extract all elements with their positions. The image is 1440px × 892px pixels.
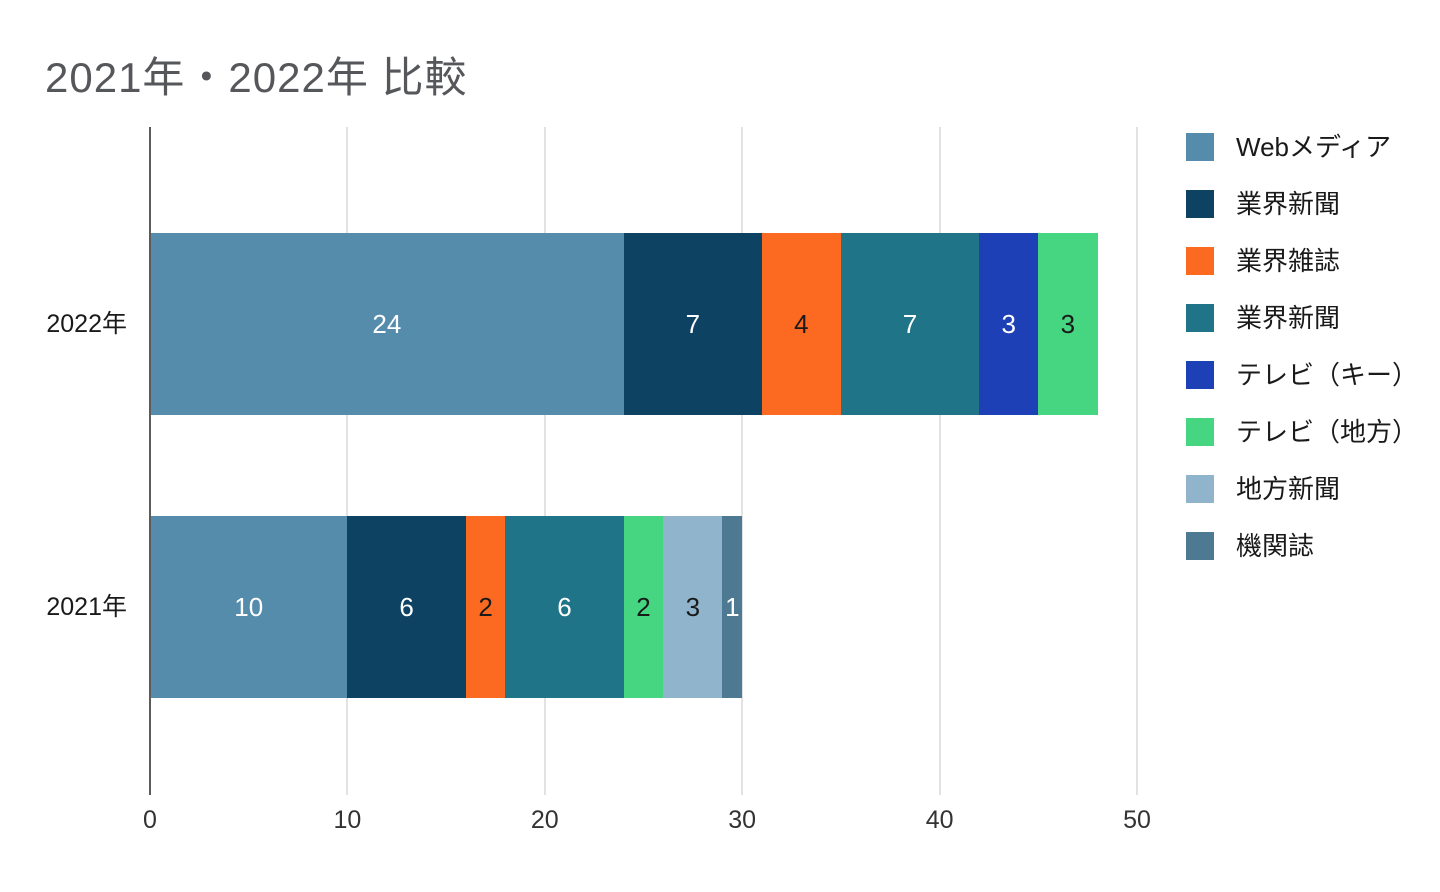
bar-segment-label: 2 — [478, 592, 493, 622]
bar-segment[interactable]: 7 — [623, 233, 762, 415]
bar-segment[interactable]: 3 — [663, 516, 723, 698]
bar-segment-label: 3 — [685, 592, 701, 622]
legend-item[interactable]: Webメディア — [1186, 133, 1418, 161]
y-axis-category-label: 2022年 — [46, 310, 127, 338]
bar-segment[interactable]: 2 — [623, 516, 664, 698]
legend-item[interactable]: テレビ（キー） — [1186, 361, 1418, 389]
gridline — [741, 127, 744, 795]
bar-segment[interactable]: 24 — [150, 233, 624, 415]
zero-axis-line — [149, 127, 151, 795]
legend-item[interactable]: テレビ（地方） — [1186, 418, 1418, 446]
bar-segment[interactable]: 10 — [150, 516, 348, 698]
legend-swatch — [1186, 190, 1214, 218]
bar-segment[interactable]: 3 — [1038, 233, 1098, 415]
legend-item[interactable]: 業界雑誌 — [1186, 247, 1418, 275]
legend-swatch — [1186, 418, 1214, 446]
bar-segment-label: 6 — [399, 592, 414, 622]
x-axis-tick-label: 50 — [1123, 806, 1151, 834]
gridline — [938, 127, 941, 795]
x-axis-tick-label: 40 — [925, 806, 954, 834]
gridline — [346, 127, 349, 795]
legend-label: テレビ（地方） — [1236, 417, 1419, 447]
bar-segment[interactable]: 3 — [979, 233, 1039, 415]
bar-row-2022年: 24 7 4 7 3 3 — [150, 233, 1137, 415]
legend-label: テレビ（キー） — [1236, 360, 1419, 390]
bar-segment[interactable]: 1 — [722, 516, 743, 698]
legend-item[interactable]: 地方新聞 — [1186, 475, 1418, 503]
legend-swatch — [1186, 532, 1214, 560]
legend-swatch — [1186, 133, 1214, 161]
legend-label: 業界雑誌 — [1236, 246, 1341, 276]
legend-item[interactable]: 業界新聞 — [1186, 190, 1418, 218]
bar-segment[interactable]: 6 — [347, 516, 466, 698]
y-axis-category-label: 2021年 — [46, 593, 127, 621]
bar-segment[interactable]: 7 — [840, 233, 980, 415]
x-axis-tick-label: 10 — [333, 806, 362, 834]
bar-segment-label: 3 — [1060, 309, 1076, 339]
y-axis: 2022年 2021年 — [0, 127, 130, 795]
gridline — [1136, 127, 1138, 795]
legend-item[interactable]: 機関誌 — [1186, 532, 1418, 560]
bar-segment[interactable]: 2 — [465, 516, 506, 698]
bar-segment-label: 2 — [636, 592, 651, 622]
legend-item[interactable]: 業界新聞 — [1186, 304, 1418, 332]
legend-swatch — [1186, 475, 1214, 503]
bar-row-2021年: 10 6 2 6 2 3 1 — [150, 516, 1137, 698]
x-axis: 0 10 20 30 40 50 — [143, 806, 1151, 838]
bar-segment-label: 4 — [794, 309, 809, 339]
bar-segment[interactable]: 6 — [505, 516, 624, 698]
bar-segment-label: 3 — [1001, 309, 1016, 339]
x-axis-tick-label: 0 — [143, 806, 157, 834]
plot-area: 24 7 4 7 3 3 10 6 2 6 2 3 1 — [149, 127, 1138, 795]
legend-swatch — [1186, 304, 1214, 332]
bar-segment-label: 7 — [685, 309, 701, 339]
bar-segment-label: 10 — [234, 592, 264, 622]
gridline — [543, 127, 546, 795]
bar-segment-label: 7 — [902, 309, 918, 339]
legend-label: 業界新聞 — [1236, 189, 1341, 219]
x-axis-tick-label: 30 — [728, 806, 757, 834]
bar-segment[interactable]: 4 — [761, 233, 841, 415]
bar-segment-label: 1 — [725, 592, 740, 622]
legend-swatch — [1186, 361, 1214, 389]
legend-label: 業界新聞 — [1236, 303, 1341, 333]
legend-swatch — [1186, 247, 1214, 275]
legend-label: 機関誌 — [1236, 531, 1315, 561]
legend: Webメディア 業界新聞 業界雑誌 業界新聞 テレビ（キー） テレビ（地方） 地方新聞 機関誌 — [1186, 133, 1418, 560]
bar-segment-label: 24 — [372, 309, 402, 339]
chart-title: 2021年・2022年 比較 — [45, 54, 468, 101]
x-axis-tick-label: 20 — [530, 806, 559, 834]
legend-label: 地方新聞 — [1236, 474, 1341, 504]
bar-segment-label: 6 — [557, 592, 572, 622]
legend-label: Webメディア — [1236, 132, 1392, 162]
